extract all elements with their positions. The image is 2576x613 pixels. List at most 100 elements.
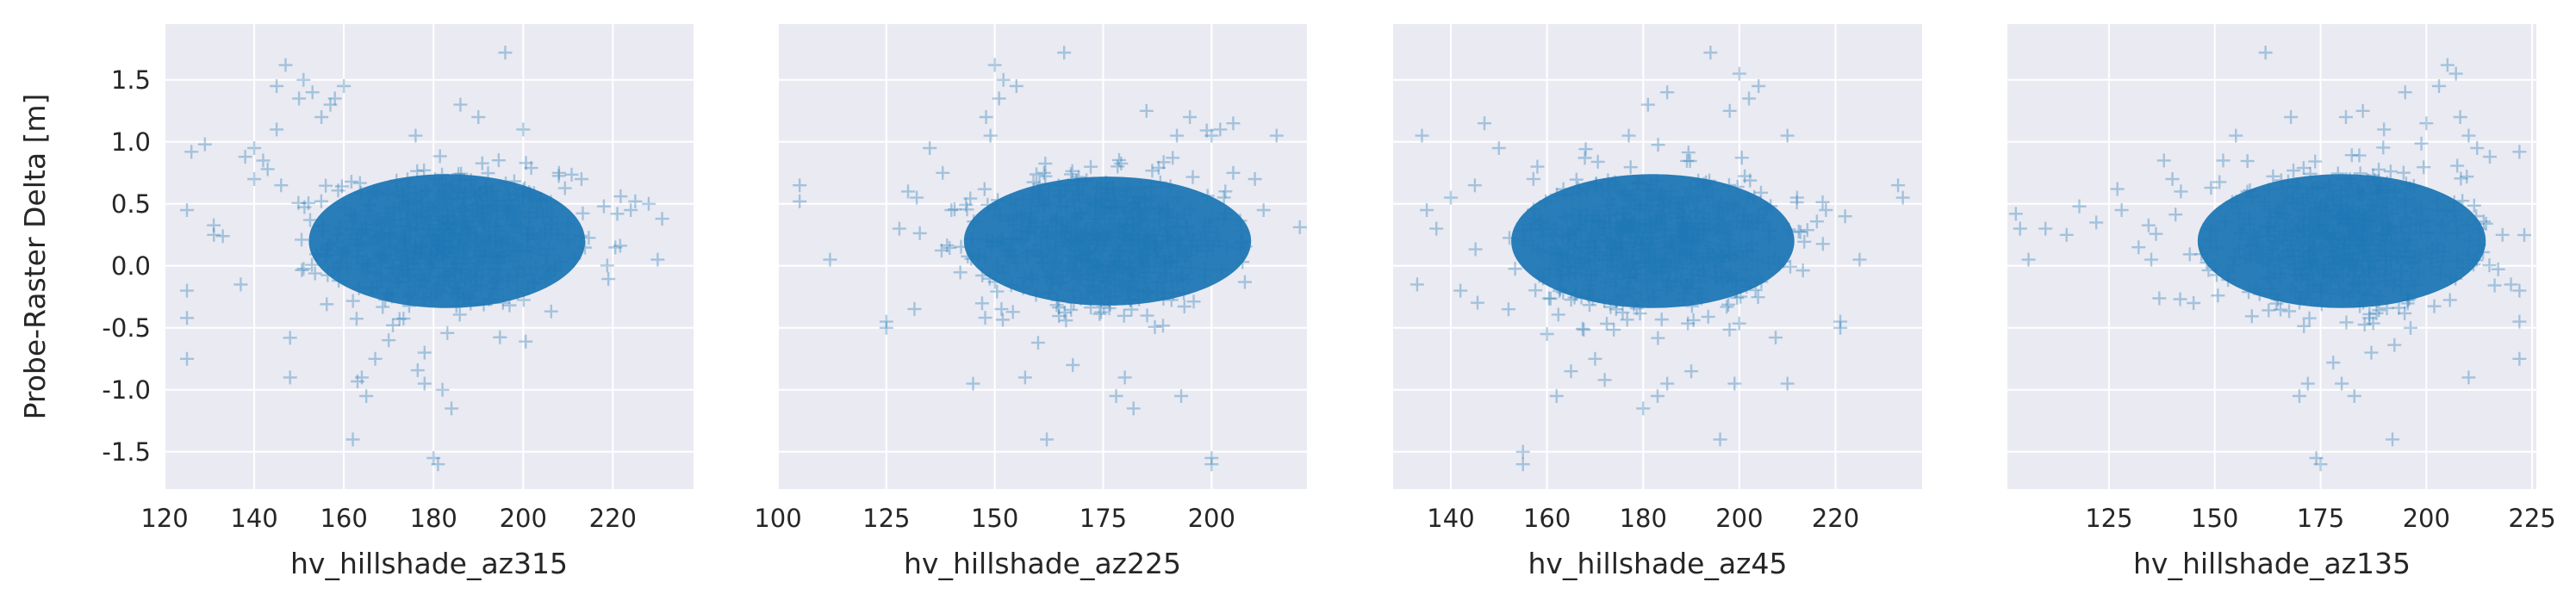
data-point: [436, 214, 451, 228]
x-tick-label: 200: [500, 504, 547, 533]
data-point: [346, 214, 361, 228]
data-point: [533, 193, 548, 207]
data-point: [1071, 183, 1086, 198]
data-point: [1165, 219, 1179, 233]
data-point: [320, 297, 334, 312]
data-point: [1686, 236, 1701, 251]
data-point: [1654, 313, 1669, 327]
data-point: [396, 188, 411, 202]
data-point: [1067, 233, 1082, 248]
data-point: [1070, 271, 1085, 286]
data-point: [1131, 231, 1146, 245]
data-point: [499, 238, 513, 252]
data-point: [410, 363, 425, 378]
data-point: [1468, 242, 1483, 257]
data-point: [1134, 252, 1148, 267]
data-point: [1126, 199, 1141, 214]
x-tick-label: 200: [1715, 504, 1763, 533]
data-point: [1058, 226, 1073, 240]
data-point: [1095, 225, 1110, 239]
data-point: [1613, 242, 1627, 257]
data-point: [1600, 235, 1615, 250]
data-point: [1681, 316, 1696, 331]
data-point: [481, 201, 495, 215]
data-point: [1125, 249, 1140, 263]
data-point: [425, 290, 439, 305]
data-point: [504, 201, 519, 215]
data-point: [1058, 233, 1073, 248]
data-point: [376, 226, 390, 240]
data-point: [1536, 229, 1551, 244]
data-point: [1111, 219, 1126, 233]
data-point: [1605, 259, 1620, 274]
x-tick-label: 200: [2403, 504, 2450, 533]
data-point: [1685, 273, 1700, 288]
data-point: [444, 240, 458, 255]
data-point: [1602, 208, 1617, 223]
data-point: [516, 183, 531, 197]
data-point: [1140, 308, 1154, 323]
data-point: [1665, 238, 1680, 253]
data-point: [485, 281, 500, 295]
data-point: [1135, 250, 1149, 264]
data-point: [1171, 233, 1185, 248]
data-point: [1614, 220, 1628, 235]
data-point: [439, 176, 453, 191]
data-point: [473, 248, 488, 263]
data-point: [1584, 242, 1598, 257]
data-point: [1641, 203, 1656, 218]
data-point: [1587, 180, 1602, 195]
data-point: [1601, 232, 1615, 247]
data-point: [1624, 220, 1639, 235]
data-point: [934, 243, 949, 257]
data-point: [487, 247, 501, 262]
data-point: [1166, 255, 1180, 269]
data-point: [1682, 235, 1696, 250]
data-point: [432, 218, 447, 232]
data-point: [458, 274, 473, 288]
data-point: [1100, 285, 1115, 300]
data-point: [1100, 275, 1115, 289]
data-point: [1645, 266, 1659, 281]
data-point: [1150, 284, 1165, 299]
data-point: [1099, 230, 1114, 245]
data-point: [416, 218, 431, 232]
data-point: [439, 191, 453, 206]
data-point: [1115, 222, 1129, 237]
data-point: [1185, 170, 1200, 184]
data-point: [1072, 206, 1086, 220]
data-point: [1736, 214, 1751, 228]
data-point: [386, 260, 401, 275]
data-point: [391, 247, 406, 262]
data-point: [486, 184, 501, 199]
data-point: [435, 233, 450, 248]
data-point: [1569, 224, 1584, 238]
data-point: [445, 232, 460, 247]
x-tick-label: 175: [1080, 504, 1127, 533]
data-point: [1118, 231, 1133, 245]
data-point: [1171, 242, 1185, 257]
data-point: [383, 261, 398, 276]
data-point: [501, 187, 516, 201]
data-point: [608, 240, 623, 255]
data-point: [1095, 238, 1110, 253]
data-point: [351, 235, 365, 250]
data-point: [302, 213, 317, 227]
data-point: [402, 222, 417, 237]
data-point: [1111, 258, 1126, 273]
data-point: [355, 263, 370, 277]
data-point: [457, 219, 471, 233]
data-point: [1087, 212, 1102, 226]
data-point: [446, 190, 461, 205]
data-point: [1565, 187, 1580, 201]
data-point: [467, 209, 482, 224]
data-point: [1174, 389, 1189, 403]
data-point: [410, 164, 425, 178]
data-point: [963, 191, 978, 206]
data-point: [1709, 224, 1724, 238]
data-point: [1013, 231, 1028, 245]
data-point: [469, 226, 483, 240]
data-point: [495, 237, 509, 251]
data-point: [1658, 221, 1673, 236]
data-point: [1593, 214, 1608, 228]
